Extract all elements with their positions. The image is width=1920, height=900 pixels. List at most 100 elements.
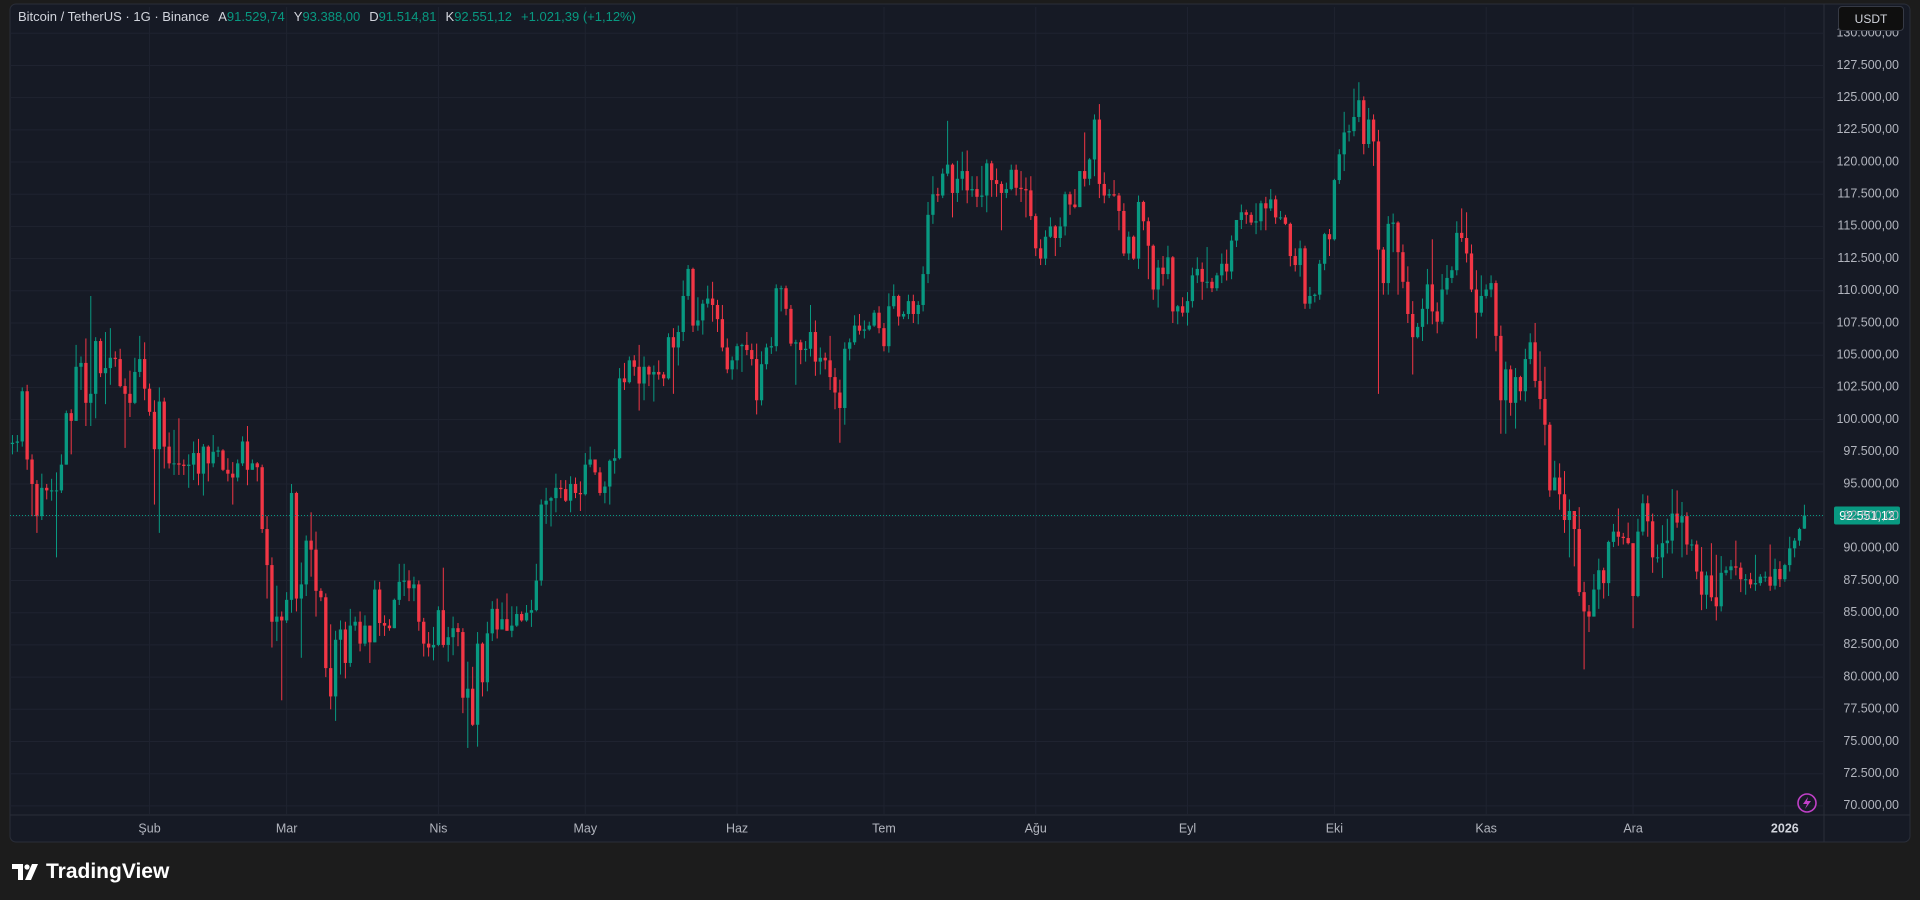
candle-body: [1102, 183, 1106, 196]
candle-body: [304, 540, 308, 585]
candle-body: [1327, 234, 1332, 240]
candle-body: [157, 401, 161, 450]
candle-body: [280, 616, 284, 621]
candle-body: [999, 183, 1004, 193]
candle-body: [1151, 245, 1155, 290]
candle-body: [1582, 592, 1586, 612]
candle-body: [617, 378, 622, 459]
candle-body: [1337, 154, 1341, 181]
y-tick-label: 100.000,00: [1836, 412, 1899, 426]
candle-body: [167, 446, 171, 464]
candle-body: [206, 446, 210, 464]
x-tick-label: Eki: [1326, 821, 1343, 835]
candle-body: [813, 332, 818, 362]
alert-icon: [1797, 793, 1817, 813]
candle-body: [1029, 190, 1033, 217]
candle-body: [363, 625, 367, 644]
candle-body: [750, 350, 754, 360]
candle-body: [994, 180, 999, 184]
candle-body: [1484, 289, 1488, 296]
candle-body: [926, 214, 930, 275]
candle-body: [794, 342, 798, 344]
candle-body: [123, 386, 127, 394]
candle-body: [74, 366, 78, 421]
candle-body: [745, 344, 749, 351]
candle-body: [1386, 223, 1390, 284]
candle-body: [1518, 377, 1523, 392]
candle-body: [1680, 516, 1684, 523]
candle-body: [1053, 226, 1057, 239]
candle-body: [1636, 531, 1640, 596]
candle-body: [201, 446, 206, 474]
y-tick-label: 115.000,00: [1837, 219, 1899, 233]
brand[interactable]: TradingView: [12, 858, 169, 886]
candle-body: [1063, 194, 1067, 227]
candle-body: [774, 288, 778, 347]
candle-body: [534, 580, 538, 611]
ohlc-label: K: [445, 9, 455, 24]
y-tick-label: 102.500,00: [1836, 380, 1899, 394]
candle-body: [710, 298, 715, 305]
candle-body: [1646, 503, 1650, 522]
ohlc-value: 91.514,81: [378, 9, 437, 24]
candle-body: [1269, 199, 1273, 209]
candle-body: [84, 362, 88, 403]
candle-body: [1631, 543, 1635, 596]
candle-body: [857, 325, 862, 331]
candle-body: [970, 189, 974, 191]
candle-body: [1406, 281, 1410, 314]
chart-panel: [9, 3, 1911, 843]
candle-body: [265, 529, 269, 566]
candle-body: [1513, 377, 1518, 403]
candle-body: [1538, 380, 1542, 399]
candle-body: [382, 623, 387, 626]
candle-body: [1533, 342, 1537, 381]
y-tick-label: 77.500,00: [1843, 702, 1899, 716]
candle-body: [1401, 252, 1405, 282]
candle-body: [1038, 248, 1043, 259]
candle-body: [1606, 541, 1611, 584]
candle-body: [299, 584, 303, 599]
candle-body: [475, 643, 480, 725]
candle-body: [921, 274, 925, 305]
candle-body: [1626, 538, 1630, 544]
candle-body: [373, 589, 377, 643]
y-tick-label: 75.000,00: [1843, 734, 1899, 748]
candle-body: [1254, 221, 1258, 223]
candle-body: [1743, 579, 1748, 581]
candle-body: [461, 632, 465, 698]
candle-body: [451, 628, 455, 638]
candle-body: [985, 163, 989, 196]
candle-body: [955, 178, 960, 193]
candle-body: [1641, 503, 1645, 532]
candle-body: [852, 325, 857, 343]
candle-body: [706, 298, 710, 304]
candle-body: [79, 362, 83, 367]
candle-body: [1758, 576, 1763, 584]
candle-body: [1087, 159, 1092, 179]
overlay: 92.551,12: [10, 506, 1900, 525]
candle-body: [1763, 576, 1767, 578]
candle-body: [544, 500, 548, 505]
candle-body: [877, 312, 881, 329]
currency-button[interactable]: USDT: [1838, 6, 1904, 31]
candle-body: [162, 401, 166, 447]
candle-body: [1460, 232, 1464, 239]
candle-body: [519, 614, 524, 621]
candle-body: [1318, 263, 1322, 295]
candle-body: [191, 453, 196, 465]
candle-body: [343, 629, 348, 663]
candle-body: [1264, 203, 1268, 209]
candle-body: [1396, 222, 1400, 253]
y-tick-label: 70.000,00: [1843, 798, 1899, 812]
candle-body: [255, 463, 259, 468]
candle-body: [573, 483, 578, 493]
candle-body: [936, 194, 940, 196]
candle-body: [426, 643, 431, 648]
candle-body: [784, 288, 788, 309]
candle-body: [20, 391, 24, 442]
x-tick-label: Ağu: [1025, 821, 1047, 835]
y-tick-label: 87.500,00: [1843, 573, 1899, 587]
candle-body: [1185, 301, 1190, 313]
candle-body: [128, 393, 132, 403]
